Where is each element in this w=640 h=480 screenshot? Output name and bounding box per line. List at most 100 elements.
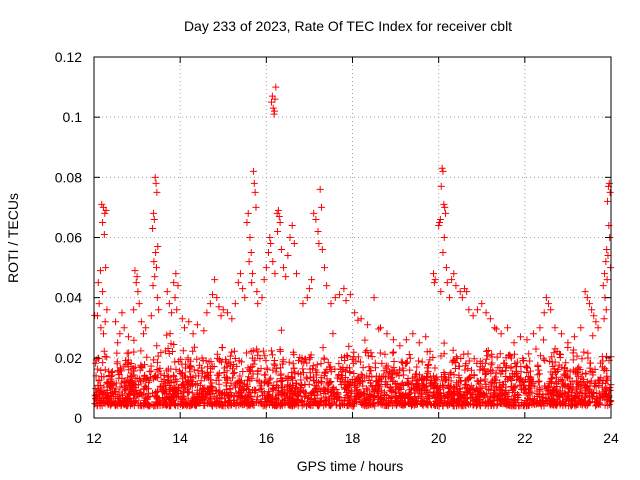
data-point [99,218,107,226]
data-point [135,300,143,308]
data-point [376,349,384,357]
data-point [606,386,614,394]
data-point [345,342,353,350]
data-point [603,276,611,284]
data-point [190,397,198,405]
data-point [482,355,490,363]
data-point [569,356,577,364]
data-point [208,291,216,299]
data-point [293,380,301,388]
axis-ticks: 12 14 16 18 20 22 24 0 0.02 0.04 0.06 0.08 0.1 0.12 [55,49,619,446]
data-point [112,391,120,399]
data-point [547,368,555,376]
data-point [412,370,420,378]
data-point [486,315,494,323]
data-point [312,215,320,223]
data-point [333,374,341,382]
data-point [361,336,369,344]
data-point [600,315,608,323]
data-point [564,383,572,391]
data-point [231,355,239,363]
data-point [332,401,340,409]
data-point [229,374,237,382]
data-point [170,341,178,349]
data-point [156,382,164,390]
data-point [94,279,102,287]
data-point [599,282,607,290]
data-point [321,368,329,376]
data-point [440,373,448,381]
data-point [269,104,277,112]
data-point [265,376,273,384]
data-point [186,402,194,410]
data-point [142,383,150,391]
y-tick-label: 0 [74,410,82,426]
data-point [551,345,559,353]
data-point [602,392,610,400]
data-point [357,315,365,323]
data-point [440,399,448,407]
data-point [582,369,590,377]
data-point [171,358,179,366]
data-point [161,400,169,408]
data-point [529,330,537,338]
data-point [93,312,101,320]
data-point [189,330,197,338]
data-point [348,375,356,383]
data-point [228,365,236,373]
data-point [599,388,607,396]
data-point [254,393,262,401]
data-point [517,333,525,341]
data-point [237,358,245,366]
data-point [470,397,478,405]
data-point [177,398,185,406]
data-point [324,381,332,389]
data-point [302,389,310,397]
data-point [440,234,448,241]
data-point [262,357,270,365]
data-point [492,325,500,333]
data-point [277,371,285,379]
data-point [371,364,379,372]
data-point [389,349,397,357]
data-point [100,383,108,391]
data-point [273,364,281,372]
data-point [473,306,481,314]
data-point [116,383,124,391]
data-point [469,312,477,320]
data-point [571,402,579,410]
data-point [242,397,250,405]
data-point [436,218,444,226]
data-point [98,200,106,208]
data-point [130,306,138,314]
data-point [534,400,542,408]
data-point [409,330,417,338]
data-point [439,249,447,257]
data-point [246,234,254,241]
data-point [578,355,586,363]
data-point [563,395,571,403]
data-point [218,344,226,352]
data-point [210,363,218,370]
data-point [137,361,145,369]
data-point [540,309,548,317]
data-point [478,389,486,397]
data-point [151,391,159,399]
data-point [272,83,280,91]
data-point [320,264,328,272]
data-point [526,396,534,404]
data-point [212,376,220,384]
data-point [523,399,531,407]
data-point [388,385,396,393]
data-point [212,386,220,394]
data-point [127,362,135,370]
data-point [195,399,203,407]
data-point [390,358,398,366]
data-point [561,365,569,373]
data-point [121,401,129,409]
data-point [285,358,293,366]
data-point [239,367,247,375]
data-point [136,389,144,397]
data-point [542,294,550,302]
